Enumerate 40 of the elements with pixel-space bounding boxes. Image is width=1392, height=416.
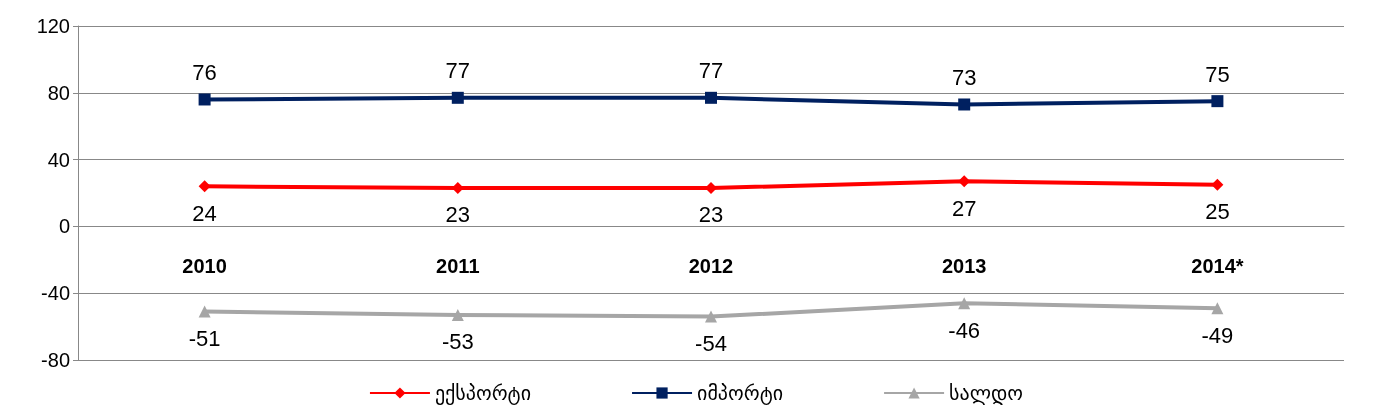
data-label: 23 bbox=[698, 202, 724, 228]
y-tick-label: -80 bbox=[41, 349, 70, 371]
point bbox=[1211, 95, 1224, 108]
point bbox=[958, 98, 971, 111]
data-label: -54 bbox=[695, 331, 727, 357]
data-label: 24 bbox=[192, 200, 217, 226]
point bbox=[1211, 178, 1224, 191]
y-tick-label: 40 bbox=[47, 148, 70, 171]
data-label: -51 bbox=[188, 326, 221, 352]
x-tick-label: 2010 bbox=[182, 255, 227, 278]
data-label: 77 bbox=[445, 58, 471, 84]
point bbox=[958, 297, 971, 310]
data-label: -49 bbox=[1201, 322, 1234, 348]
legend-label: ექსპორტი bbox=[434, 381, 532, 405]
data-label: 77 bbox=[698, 58, 724, 84]
point bbox=[451, 308, 464, 321]
x-tick-label: 2014* bbox=[1191, 255, 1244, 278]
data-label: -53 bbox=[441, 329, 474, 355]
y-tick-label: 120 bbox=[36, 15, 70, 37]
x-tick-label: 2012 bbox=[688, 255, 734, 278]
point bbox=[705, 91, 717, 104]
data-label: 25 bbox=[1205, 199, 1230, 225]
data-label: 75 bbox=[1205, 61, 1230, 87]
data-label: 27 bbox=[951, 195, 977, 221]
data-label: 23 bbox=[445, 202, 471, 228]
point bbox=[1211, 302, 1224, 315]
data-label: 76 bbox=[192, 59, 217, 85]
legend-label: სალდო bbox=[949, 381, 1024, 405]
point bbox=[198, 93, 211, 106]
data-label: -46 bbox=[948, 317, 981, 343]
y-tick-label: 80 bbox=[47, 81, 70, 104]
point bbox=[705, 310, 717, 323]
x-tick-label: 2013 bbox=[941, 255, 987, 278]
y-tick-label: 0 bbox=[58, 215, 70, 238]
legend-label: იმპორტი bbox=[697, 381, 784, 405]
point bbox=[198, 305, 211, 318]
data-label: 73 bbox=[951, 64, 977, 90]
y-tick-label: -40 bbox=[41, 282, 70, 305]
point bbox=[451, 91, 464, 104]
x-tick-label: 2011 bbox=[436, 255, 480, 278]
